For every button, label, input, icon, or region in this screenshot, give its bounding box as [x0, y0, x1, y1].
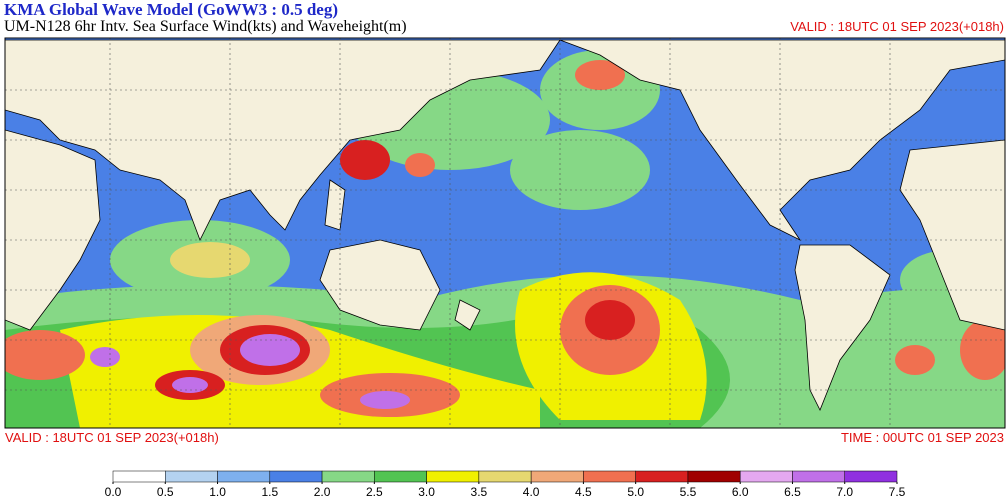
- colorbar-bin: [530, 470, 584, 483]
- colorbar-bin: [217, 470, 271, 483]
- colorbar-bin: [635, 470, 689, 483]
- colorbar-label: 2.5: [366, 485, 383, 496]
- colorbar-label: 0.5: [157, 485, 174, 496]
- colorbar-bin: [583, 470, 636, 483]
- title: KMA Global Wave Model (GoWW3 : 0.5 deg): [4, 0, 338, 19]
- colorbar: 0.0 0.5 1.0 1.5 2.0 2.5 3.0 3.5 4.0 4.5 5.0 5.5 6.0 6…: [105, 470, 906, 496]
- colorbar-label: 6.5: [784, 485, 801, 496]
- valid-top: VALID : 18UTC 01 SEP 2023(+018h): [790, 19, 1004, 34]
- colorbar-label: 4.0: [523, 485, 540, 496]
- graticule: [5, 38, 1005, 428]
- colorbar-label: 1.0: [209, 485, 226, 496]
- colorbar-label: 5.0: [627, 485, 644, 496]
- colorbar-label: 7.0: [836, 485, 853, 496]
- colorbar-bin: [478, 470, 532, 483]
- colorbar-bin: [687, 470, 741, 483]
- colorbar-label: 3.0: [418, 485, 435, 496]
- colorbar-bin: [844, 470, 898, 483]
- run-time: TIME : 00UTC 01 SEP 2023: [841, 430, 1004, 445]
- colorbar-bin: [792, 470, 845, 483]
- colorbar-bin: [426, 470, 480, 483]
- colorbar-label: 2.0: [314, 485, 331, 496]
- colorbar-bin: [165, 470, 218, 483]
- colorbar-label: 1.5: [261, 485, 278, 496]
- colorbar-bin: [739, 470, 793, 483]
- subtitle: UM-N128 6hr Intv. Sea Surface Wind(kts) …: [4, 18, 407, 35]
- colorbar-label: 7.5: [889, 485, 906, 496]
- colorbar-label: 5.5: [680, 485, 697, 496]
- colorbar-bin: [112, 470, 166, 483]
- colorbar-bin: [269, 470, 323, 483]
- map: [4, 37, 1006, 429]
- colorbar-bin: [321, 470, 375, 483]
- colorbar-label: 0.0: [105, 485, 122, 496]
- colorbar-bin: [374, 470, 427, 483]
- colorbar-label: 3.5: [471, 485, 488, 496]
- land: [5, 39, 1005, 411]
- colorbar-label: 6.0: [732, 485, 749, 496]
- valid-bottom: VALID : 18UTC 01 SEP 2023(+018h): [5, 430, 219, 445]
- colorbar-label: 4.5: [575, 485, 592, 496]
